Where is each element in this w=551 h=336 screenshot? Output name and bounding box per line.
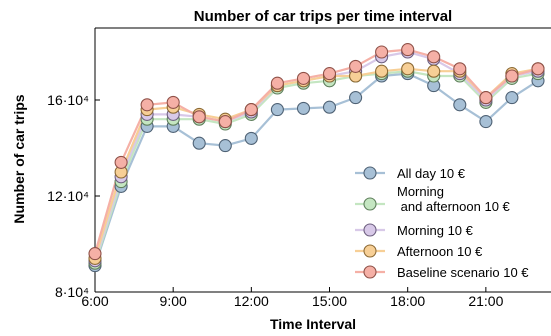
tick-layer: 6:00 9:00 12:00 15:00 18:00 21:00 8·10⁴ 12·10⁴ 1… bbox=[47, 92, 503, 309]
series-0-point-9 bbox=[322, 100, 337, 114]
x-tick-label-3: 15:00 bbox=[312, 293, 347, 309]
y-axis-label: Number of car trips bbox=[11, 94, 27, 223]
series-4-point-15 bbox=[479, 91, 493, 105]
series-0-point-14 bbox=[453, 98, 467, 112]
series-0-point-6 bbox=[244, 131, 258, 145]
series-4-point-8 bbox=[296, 71, 311, 85]
series-4-point-3 bbox=[166, 95, 180, 109]
series-0-point-5 bbox=[218, 139, 232, 153]
series-4-point-0 bbox=[88, 247, 102, 261]
series-4-point-11 bbox=[375, 45, 389, 59]
series-0-point-16 bbox=[505, 91, 519, 105]
x-tick-label-5: 21:00 bbox=[468, 293, 503, 309]
chart-title: Number of car trips per time interval bbox=[194, 8, 452, 25]
y-tick-label-2: 16·10⁴ bbox=[47, 92, 89, 108]
series-0-point-7 bbox=[270, 103, 284, 117]
legend-marker-4 bbox=[363, 265, 377, 279]
y-tick-label-0: 8·10⁴ bbox=[55, 284, 89, 300]
x-tick-label-2: 12:00 bbox=[234, 293, 269, 309]
legend-label-2: Morning 10 € bbox=[397, 223, 474, 238]
series-4-point-2 bbox=[140, 98, 154, 112]
series-3-point-13 bbox=[427, 64, 441, 78]
legend-marker-0 bbox=[363, 166, 377, 180]
series-4-point-9 bbox=[322, 67, 337, 81]
series-4-point-1 bbox=[114, 155, 128, 169]
legend-label-1-line-1: and afternoon 10 € bbox=[397, 199, 511, 214]
series-4-point-16 bbox=[505, 69, 519, 83]
series-4-point-17 bbox=[531, 62, 545, 76]
series-0-point-8 bbox=[296, 101, 311, 115]
series-4-point-4 bbox=[192, 110, 206, 124]
series-4-point-12 bbox=[401, 43, 415, 57]
series-0-point-15 bbox=[479, 115, 493, 129]
series-4-point-5 bbox=[218, 115, 232, 129]
legend-marker-3 bbox=[363, 244, 377, 258]
x-tick-label-4: 18:00 bbox=[390, 293, 425, 309]
legend-marker-1 bbox=[363, 197, 377, 211]
series-3-point-11 bbox=[375, 64, 389, 78]
series-4-point-10 bbox=[349, 59, 363, 73]
x-axis-label: Time Interval bbox=[270, 316, 356, 332]
plot-layer bbox=[88, 27, 551, 293]
legend-label-3: Afternoon 10 € bbox=[397, 244, 483, 259]
y-tick-label-1: 12·10⁴ bbox=[47, 188, 89, 204]
legend-label-4: Baseline scenario 10 € bbox=[397, 265, 529, 280]
series-4-point-6 bbox=[244, 103, 258, 117]
series-4-point-14 bbox=[453, 62, 467, 76]
series-0-point-4 bbox=[192, 136, 206, 150]
legend: All day 10 €Morning and afternoon 10 €Mo… bbox=[355, 166, 529, 280]
legend-marker-2 bbox=[363, 223, 377, 237]
series-4-point-13 bbox=[427, 50, 441, 64]
x-tick-label-0: 6:00 bbox=[81, 293, 108, 309]
legend-label-0: All day 10 € bbox=[397, 166, 466, 181]
legend-label-1-line-0: Morning bbox=[397, 184, 444, 199]
series-4-point-7 bbox=[270, 76, 284, 90]
x-tick-label-1: 9:00 bbox=[160, 293, 187, 309]
series-3-point-12 bbox=[401, 62, 415, 76]
legend-label-1: Morning and afternoon 10 € bbox=[397, 184, 511, 214]
series-0-point-10 bbox=[349, 91, 363, 105]
